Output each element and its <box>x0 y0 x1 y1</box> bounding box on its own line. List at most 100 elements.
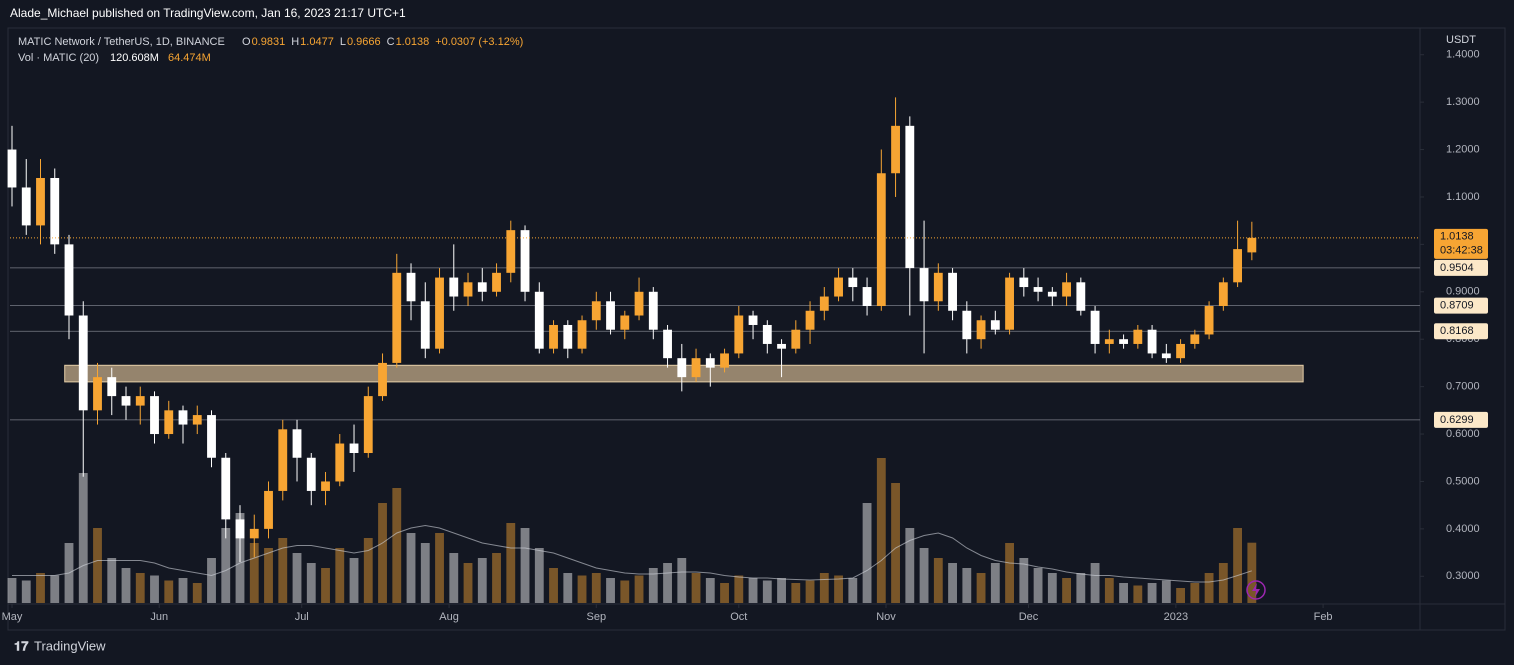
volume-bar <box>905 528 915 603</box>
y-tick-label: 1.4000 <box>1446 49 1480 61</box>
last-price-label: 1.0138 <box>1440 231 1474 243</box>
y-tick-label: 1.3000 <box>1446 96 1480 108</box>
volume-bar <box>677 558 687 603</box>
level-label: 0.6299 <box>1440 414 1474 426</box>
volume-bar <box>634 575 644 603</box>
candle-body <box>64 244 74 316</box>
volume-bar <box>534 548 544 603</box>
volume-bar <box>577 575 587 603</box>
candle-body <box>492 272 501 292</box>
candle-body <box>606 301 615 330</box>
ohlc-label: C <box>387 36 395 48</box>
candle-body <box>278 429 288 491</box>
x-tick-label: Nov <box>876 611 896 623</box>
ohlc-value: 1.0138 <box>396 36 430 48</box>
volume-bar <box>791 583 801 603</box>
volume-bar <box>249 543 259 603</box>
candle-body <box>221 457 231 520</box>
symbol: MATIC Network / TetherUS, 1D, BINANCE <box>18 36 225 48</box>
volume-bar <box>563 573 573 603</box>
candle-body <box>420 301 430 349</box>
candle-body <box>1104 339 1114 344</box>
candle-body <box>1119 339 1128 344</box>
volume-bar <box>976 573 986 603</box>
x-tick-label: 2023 <box>1164 611 1188 623</box>
volume-bar <box>1147 583 1157 603</box>
candle-body <box>93 377 102 411</box>
candle-body <box>264 490 273 529</box>
candle-body <box>150 396 159 435</box>
volume-bar <box>78 473 88 603</box>
y-tick-label: 0.7000 <box>1446 381 1480 393</box>
candle-body <box>848 277 858 288</box>
currency: USDT <box>1446 34 1476 46</box>
volume-bar <box>21 580 31 603</box>
volume-bar <box>805 580 815 603</box>
volume-bar <box>1218 563 1228 603</box>
candle-body <box>563 324 573 349</box>
ohlc-label: L <box>340 36 346 48</box>
volume-bar <box>734 575 744 603</box>
volume-bar <box>164 580 174 603</box>
volume-bar <box>449 553 459 603</box>
volume-bar <box>1190 583 1200 603</box>
volume-bar <box>392 488 402 603</box>
ohlc-value: 0.9666 <box>347 36 381 48</box>
level-tag <box>1434 297 1488 314</box>
volume-bar <box>1090 563 1100 603</box>
candle-body <box>677 358 687 378</box>
volume-bar <box>620 580 630 603</box>
candle-body <box>520 230 530 292</box>
candle-body <box>392 272 402 363</box>
publish-info: Alade_Michael published on TradingView.c… <box>10 6 406 20</box>
volume-bar <box>150 575 159 603</box>
event-icon[interactable] <box>1246 580 1266 600</box>
candle-body <box>235 519 245 539</box>
footer-brand: TradingView <box>34 638 106 653</box>
candle-body <box>933 272 943 302</box>
candle-body <box>620 315 630 330</box>
volume-bar <box>477 558 487 603</box>
y-tick-label: 1.1000 <box>1446 191 1480 203</box>
candle-body <box>1176 343 1185 359</box>
x-tick-label: Oct <box>730 611 747 623</box>
last-price-tag <box>1434 228 1488 259</box>
volume-bar <box>520 528 530 603</box>
x-tick-label: Aug <box>439 611 459 623</box>
change: +0.0307 (+3.12%) <box>435 36 523 48</box>
level-tag <box>1434 411 1488 428</box>
candle-body <box>549 324 558 349</box>
candle-body <box>121 396 131 406</box>
volume-bar <box>1005 543 1014 603</box>
candle-body <box>1090 310 1100 344</box>
volume-bar <box>292 553 302 603</box>
volume-bar <box>406 533 416 603</box>
volume-bar <box>178 578 188 603</box>
candle-body <box>534 291 544 349</box>
candle-body <box>791 329 801 349</box>
volume-bar <box>321 568 330 603</box>
candle-body <box>691 358 701 378</box>
volume-bar <box>492 553 501 603</box>
candle-body <box>891 125 900 174</box>
candle-body <box>36 177 45 226</box>
candle-body <box>1047 291 1057 297</box>
candle-body <box>435 277 444 349</box>
candle-body <box>406 272 416 302</box>
volume-bar <box>349 558 359 603</box>
volume-bar <box>107 558 117 603</box>
candle-body <box>976 320 986 340</box>
candle-body <box>292 429 302 458</box>
volume-bar <box>506 523 516 603</box>
volume-bar <box>691 573 701 603</box>
volume-bar <box>948 563 957 603</box>
candle-body <box>306 457 316 491</box>
candle-body <box>862 287 872 307</box>
candle-body <box>948 272 957 311</box>
candle-body <box>477 282 487 292</box>
level-tag <box>1434 323 1488 340</box>
candle-body <box>1233 249 1243 283</box>
volume-bar <box>1161 580 1171 603</box>
y-tick-label: 0.4000 <box>1446 523 1480 535</box>
volume-bar <box>463 563 473 603</box>
